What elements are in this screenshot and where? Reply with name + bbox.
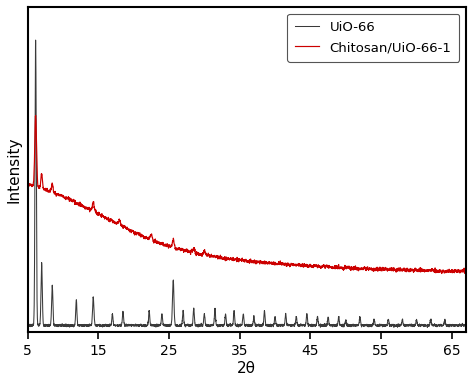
Chitosan/UiO-66-1	[343, 266, 349, 270]
Chitosan/UiO-66-1	[428, 268, 434, 272]
UiO-66	[33, 38, 38, 43]
Chitosan/UiO-66-1	[233, 257, 239, 261]
UiO-66	[209, 323, 215, 327]
Chitosan/UiO-66-1	[212, 255, 218, 260]
UiO-66	[212, 310, 218, 315]
UiO-66	[463, 322, 469, 327]
UiO-66	[233, 323, 239, 327]
UiO-66	[424, 325, 430, 330]
Chitosan/UiO-66-1	[450, 270, 455, 274]
Chitosan/UiO-66-1	[33, 113, 38, 118]
UiO-66	[25, 322, 30, 327]
Line: Chitosan/UiO-66-1: Chitosan/UiO-66-1	[27, 115, 466, 273]
Chitosan/UiO-66-1	[439, 271, 445, 276]
UiO-66	[343, 318, 349, 323]
X-axis label: 2θ: 2θ	[237, 361, 256, 376]
Line: UiO-66: UiO-66	[27, 40, 466, 327]
Chitosan/UiO-66-1	[209, 254, 215, 259]
Y-axis label: Intensity: Intensity	[7, 136, 22, 203]
Chitosan/UiO-66-1	[25, 181, 30, 185]
UiO-66	[428, 317, 434, 321]
Chitosan/UiO-66-1	[463, 268, 469, 272]
Legend: UiO-66, Chitosan/UiO-66-1: UiO-66, Chitosan/UiO-66-1	[288, 13, 459, 62]
UiO-66	[450, 323, 455, 328]
